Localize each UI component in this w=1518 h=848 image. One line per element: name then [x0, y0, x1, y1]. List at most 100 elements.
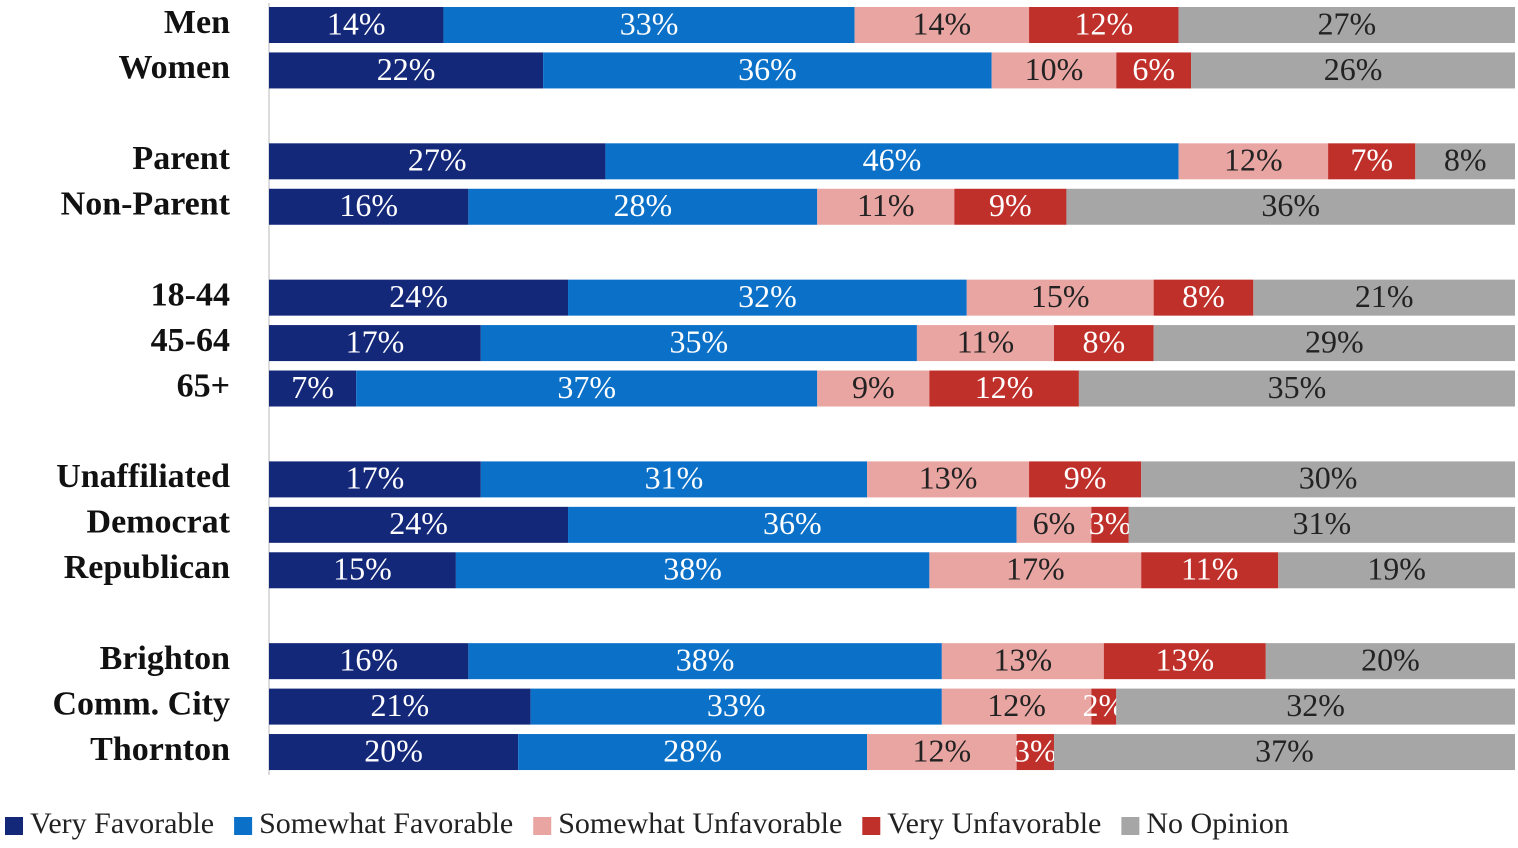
bar-segment — [1078, 370, 1515, 407]
bar-segment — [1029, 461, 1142, 498]
category-label: Brighton — [100, 640, 230, 677]
value-label: 36% — [738, 51, 797, 87]
bar-segment — [480, 461, 868, 498]
bar-segment — [817, 188, 955, 225]
bar-segment — [1141, 552, 1279, 589]
category-label: Non-Parent — [61, 186, 231, 223]
value-label: 33% — [707, 687, 766, 723]
value-label: 37% — [557, 369, 616, 405]
value-label: 9% — [989, 187, 1032, 223]
bar-segment — [1178, 7, 1515, 43]
value-label: 17% — [346, 323, 405, 359]
legend-swatch — [5, 817, 23, 835]
bar-segment — [269, 552, 456, 589]
bar-segment — [480, 325, 917, 362]
bar-segment — [269, 188, 469, 225]
bar-segment — [1116, 52, 1192, 89]
value-label: 36% — [763, 505, 822, 541]
bar-segment — [966, 279, 1154, 316]
value-label: 35% — [1268, 369, 1327, 405]
value-label: 27% — [408, 142, 467, 178]
value-label: 26% — [1324, 51, 1383, 87]
bar-segment — [269, 143, 606, 180]
value-label: 31% — [1293, 505, 1352, 541]
legend-swatch — [234, 817, 253, 835]
category-label: 45-64 — [151, 322, 230, 359]
bar-segment — [1016, 734, 1054, 771]
bar-segment — [1053, 734, 1515, 771]
legend-label: Very Favorable — [30, 807, 214, 840]
value-label: 21% — [1355, 278, 1414, 314]
bar-segment — [1091, 688, 1117, 725]
value-label: 16% — [339, 187, 398, 223]
value-label: 17% — [346, 460, 405, 496]
value-label: 22% — [377, 51, 436, 87]
legend-label: Somewhat Favorable — [259, 807, 513, 840]
bar-segment — [941, 688, 1092, 725]
bar-segment — [443, 7, 855, 43]
bar-segment — [605, 143, 1179, 180]
bar-segment — [269, 279, 569, 316]
value-label: 28% — [613, 187, 672, 223]
value-label: 15% — [333, 551, 392, 587]
bar-segment — [269, 688, 531, 725]
bar-segment — [1178, 143, 1329, 180]
value-label: 19% — [1367, 551, 1426, 587]
value-label: 14% — [327, 5, 386, 41]
value-label: 28% — [663, 732, 722, 768]
value-label: 11% — [957, 323, 1014, 359]
value-label: 6% — [1132, 51, 1175, 87]
value-label: 12% — [987, 687, 1046, 723]
bar-segment — [929, 552, 1142, 589]
value-label: 36% — [1261, 187, 1320, 223]
value-label: 16% — [339, 642, 398, 678]
category-label: Thornton — [90, 731, 230, 768]
value-label: 20% — [364, 732, 423, 768]
bar-segment — [941, 643, 1104, 680]
value-label: 7% — [291, 369, 334, 405]
value-label: 13% — [1155, 642, 1214, 678]
value-label: 46% — [863, 142, 922, 178]
value-label: 3% — [1014, 732, 1057, 768]
bar-segment — [1116, 688, 1515, 725]
bar-segment — [916, 325, 1054, 362]
bar-segment — [1265, 643, 1515, 680]
bar-segment — [356, 370, 818, 407]
bar-segment — [518, 734, 868, 771]
category-label: Democrat — [87, 504, 231, 541]
value-label: 6% — [1033, 505, 1076, 541]
bar-segment — [991, 52, 1117, 89]
value-label: 15% — [1031, 278, 1090, 314]
value-label: 12% — [975, 369, 1034, 405]
value-label: 38% — [676, 642, 735, 678]
value-label: 27% — [1317, 5, 1376, 41]
bar-segment — [867, 734, 1017, 771]
value-label: 13% — [994, 642, 1053, 678]
bar-segment — [468, 188, 818, 225]
bar-segment — [1278, 552, 1515, 589]
value-label: 24% — [389, 505, 448, 541]
bar-segment — [269, 461, 481, 498]
legend-label: Somewhat Unfavorable — [558, 807, 842, 840]
bar-segment — [1253, 279, 1515, 316]
category-label: Men — [164, 4, 230, 41]
legend-swatch — [862, 817, 881, 835]
bar-segment — [1328, 143, 1416, 180]
bar-segment — [269, 325, 481, 362]
bar-segment — [530, 688, 942, 725]
value-label: 29% — [1305, 323, 1364, 359]
value-label: 24% — [389, 278, 448, 314]
bar-segment — [269, 370, 357, 407]
category-label: Parent — [132, 140, 230, 177]
value-label: 9% — [852, 369, 895, 405]
bar-segment — [929, 370, 1079, 407]
category-label: Comm. City — [52, 685, 230, 722]
value-label: 12% — [1224, 142, 1283, 178]
bar-segment — [1191, 52, 1515, 89]
value-label: 10% — [1025, 51, 1084, 87]
bar-segment — [1415, 143, 1515, 180]
value-label: 13% — [919, 460, 978, 496]
category-label: Women — [119, 49, 231, 86]
bar-segment — [269, 52, 544, 89]
value-label: 32% — [1286, 687, 1345, 723]
